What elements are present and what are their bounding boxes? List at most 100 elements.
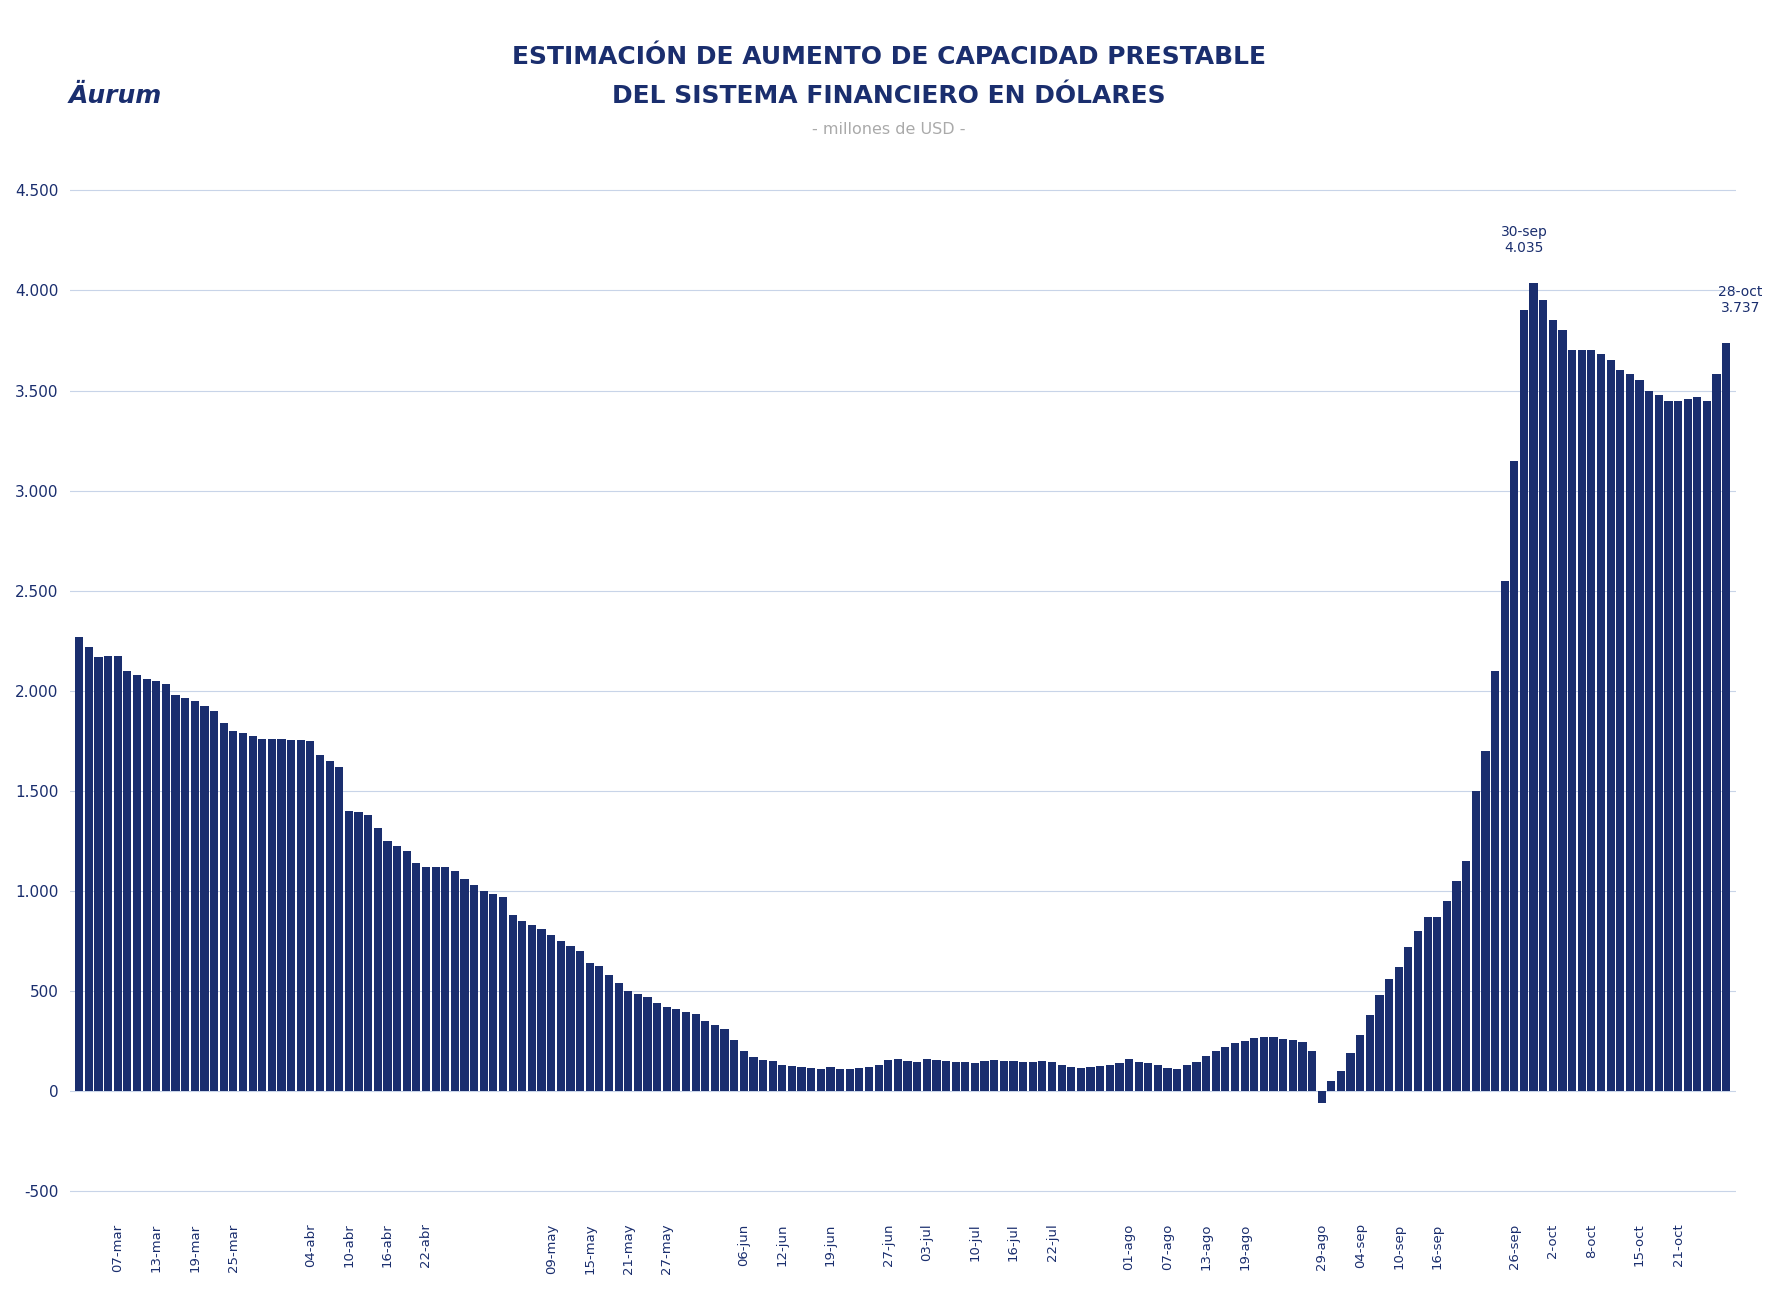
Bar: [894, 1060, 903, 1090]
Bar: [123, 670, 131, 1090]
Bar: [1578, 351, 1585, 1090]
Bar: [1009, 1061, 1018, 1090]
Bar: [807, 1069, 816, 1090]
Bar: [1134, 1062, 1143, 1090]
Bar: [1423, 916, 1432, 1090]
Bar: [1173, 1069, 1182, 1090]
Bar: [249, 736, 256, 1090]
Bar: [595, 965, 604, 1090]
Bar: [961, 1062, 970, 1090]
Bar: [750, 1057, 757, 1090]
Bar: [1471, 790, 1480, 1090]
Bar: [1125, 1060, 1134, 1090]
Bar: [1550, 321, 1557, 1090]
Bar: [354, 812, 363, 1090]
Bar: [499, 897, 506, 1090]
Bar: [528, 924, 537, 1090]
Bar: [162, 684, 171, 1090]
Bar: [702, 1021, 709, 1090]
Bar: [1384, 978, 1393, 1090]
Bar: [403, 851, 410, 1090]
Bar: [759, 1060, 768, 1090]
Bar: [1018, 1062, 1027, 1090]
Bar: [441, 866, 450, 1090]
Bar: [1201, 1056, 1210, 1090]
Bar: [1722, 343, 1731, 1090]
Bar: [1683, 398, 1692, 1090]
Bar: [325, 761, 334, 1090]
Text: ESTIMACIÓN DE AUMENTO DE CAPACIDAD PRESTABLE: ESTIMACIÓN DE AUMENTO DE CAPACIDAD PREST…: [512, 45, 1265, 70]
Bar: [421, 866, 430, 1090]
Bar: [1404, 947, 1413, 1090]
Bar: [1510, 460, 1518, 1090]
Bar: [268, 739, 275, 1090]
Bar: [432, 866, 439, 1090]
Bar: [1221, 1047, 1230, 1090]
Bar: [489, 893, 498, 1090]
Bar: [1375, 995, 1384, 1090]
Bar: [846, 1069, 853, 1090]
Bar: [1116, 1063, 1123, 1090]
Bar: [1029, 1062, 1036, 1090]
Bar: [990, 1060, 999, 1090]
Bar: [615, 984, 622, 1090]
Bar: [460, 879, 469, 1090]
Bar: [556, 941, 565, 1090]
Bar: [306, 741, 315, 1090]
Bar: [480, 891, 489, 1090]
Bar: [171, 695, 179, 1090]
Bar: [1674, 401, 1683, 1090]
Bar: [1414, 931, 1422, 1090]
Bar: [373, 828, 382, 1090]
Bar: [1539, 300, 1548, 1090]
Bar: [672, 1009, 681, 1090]
Bar: [288, 740, 295, 1090]
Bar: [1395, 967, 1402, 1090]
Text: - millones de USD -: - millones de USD -: [812, 122, 965, 138]
Bar: [210, 710, 219, 1090]
Bar: [865, 1067, 873, 1090]
Bar: [1260, 1036, 1269, 1090]
Bar: [393, 846, 402, 1090]
Bar: [604, 974, 613, 1090]
Bar: [519, 920, 526, 1090]
Bar: [85, 647, 92, 1090]
Bar: [874, 1065, 883, 1090]
Bar: [1693, 397, 1701, 1090]
Bar: [778, 1065, 787, 1090]
Bar: [1183, 1065, 1191, 1090]
Bar: [1212, 1051, 1219, 1090]
Bar: [142, 679, 151, 1090]
Bar: [1626, 375, 1635, 1090]
Bar: [1598, 354, 1605, 1090]
Bar: [1192, 1062, 1201, 1090]
Bar: [508, 915, 517, 1090]
Bar: [586, 963, 594, 1090]
Bar: [970, 1063, 979, 1090]
Bar: [547, 935, 554, 1090]
Bar: [1317, 1090, 1326, 1103]
Bar: [316, 755, 323, 1090]
Bar: [1251, 1038, 1258, 1090]
Bar: [1269, 1036, 1278, 1090]
Text: 30-sep
4.035: 30-sep 4.035: [1500, 226, 1548, 255]
Bar: [1068, 1067, 1075, 1090]
Bar: [1713, 375, 1720, 1090]
Bar: [277, 739, 286, 1090]
Bar: [94, 656, 103, 1090]
Bar: [1702, 401, 1711, 1090]
Bar: [1144, 1063, 1153, 1090]
Bar: [826, 1067, 835, 1090]
Bar: [471, 884, 478, 1090]
Bar: [1279, 1039, 1287, 1090]
Bar: [885, 1060, 892, 1090]
Bar: [1491, 670, 1500, 1090]
Bar: [1327, 1081, 1335, 1090]
Bar: [105, 656, 112, 1090]
Bar: [1567, 351, 1576, 1090]
Bar: [787, 1066, 796, 1090]
Bar: [567, 946, 574, 1090]
Bar: [1434, 916, 1441, 1090]
Bar: [1558, 330, 1567, 1090]
Text: 28-oct
3.737: 28-oct 3.737: [1718, 285, 1763, 315]
